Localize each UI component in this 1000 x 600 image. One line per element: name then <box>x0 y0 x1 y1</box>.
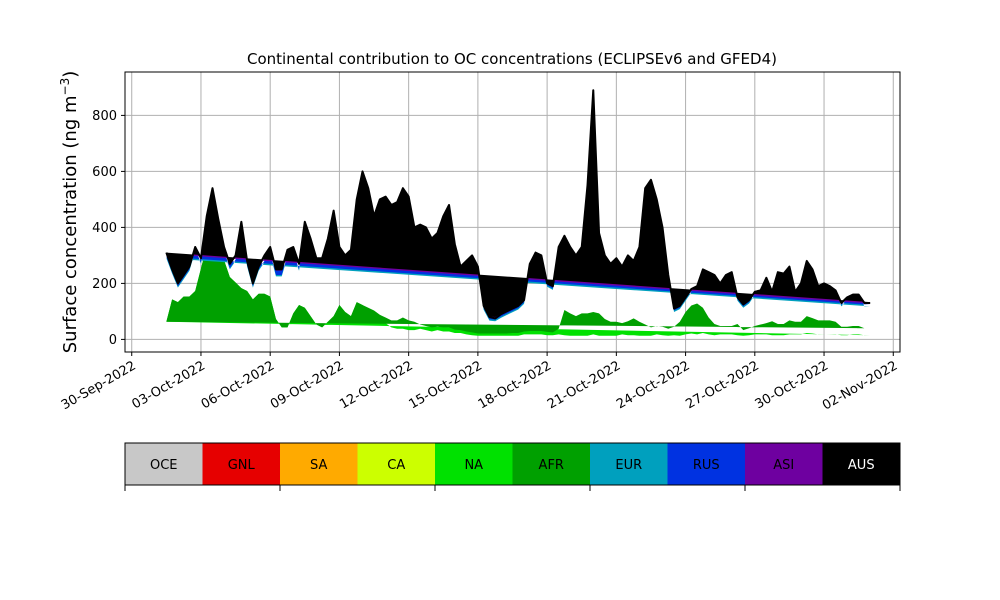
x-tick-label: 21-Oct-2022 <box>545 358 623 412</box>
legend-label-asi: ASI <box>773 458 794 473</box>
legend-swatch-gnl <box>202 443 280 485</box>
x-tick-label: 09-Oct-2022 <box>268 358 346 412</box>
legend-swatch-afr <box>512 443 590 485</box>
chart-title: Continental contribution to OC concentra… <box>247 50 777 68</box>
area-aus <box>166 89 871 317</box>
y-axis-label-main: Surface concentration (ng m <box>60 95 81 353</box>
legend-swatch-eur <box>590 443 668 485</box>
x-tick-label: 03-Oct-2022 <box>130 358 208 412</box>
legend-swatch-oce <box>125 443 203 485</box>
legend-swatch-rus <box>667 443 745 485</box>
y-tick-label: 200 <box>92 277 117 292</box>
y-axis: 0 200 400 600 800 <box>92 109 125 348</box>
legend-swatch-na <box>435 443 513 485</box>
x-tick-label: 30-Oct-2022 <box>753 358 831 412</box>
y-tick-label: 800 <box>92 109 117 124</box>
x-tick-label: 02-Nov-2022 <box>820 358 900 413</box>
area-afr <box>166 215 871 334</box>
x-tick-label: 12-Oct-2022 <box>337 358 415 412</box>
y-axis-label-sup: −3 <box>58 78 72 96</box>
legend-swatch-asi <box>745 443 823 485</box>
legend-swatch-aus <box>822 443 900 485</box>
y-tick-label: 0 <box>109 333 117 348</box>
legend-label-aus: AUS <box>848 458 875 473</box>
x-tick-label: 30-Sep-2022 <box>59 358 139 413</box>
legend-frame <box>124 442 901 486</box>
legend-label-oce: OCE <box>150 458 178 473</box>
x-axis: 30-Sep-202203-Oct-202206-Oct-202209-Oct-… <box>59 352 900 413</box>
legend-swatch-sa <box>280 443 358 485</box>
y-tick-label: 400 <box>92 221 117 236</box>
y-axis-label-close: ) <box>60 71 81 78</box>
x-tick-label: 27-Oct-2022 <box>683 358 761 412</box>
legend-label-afr: AFR <box>539 458 564 473</box>
plot-frame <box>124 71 901 353</box>
legend-label-na: NA <box>464 458 483 473</box>
y-tick-label: 600 <box>92 165 117 180</box>
legend: OCE GNL SA CA NA AFR EUR RUS ASI AUS <box>124 442 901 491</box>
stacked-areas <box>165 89 871 336</box>
legend-label-sa: SA <box>310 458 327 473</box>
legend-label-rus: RUS <box>693 458 720 473</box>
y-axis-label: Surface concentration (ng m−3) <box>58 71 81 354</box>
x-tick-label: 18-Oct-2022 <box>476 358 554 412</box>
legend-label-gnl: GNL <box>228 458 256 473</box>
legend-label-eur: EUR <box>615 458 642 473</box>
legend-swatch-ca <box>357 443 435 485</box>
legend-label-ca: CA <box>387 458 405 473</box>
x-tick-label: 06-Oct-2022 <box>199 358 277 412</box>
x-tick-label: 24-Oct-2022 <box>614 358 692 412</box>
x-tick-label: 15-Oct-2022 <box>406 358 484 412</box>
total-line <box>165 89 871 320</box>
